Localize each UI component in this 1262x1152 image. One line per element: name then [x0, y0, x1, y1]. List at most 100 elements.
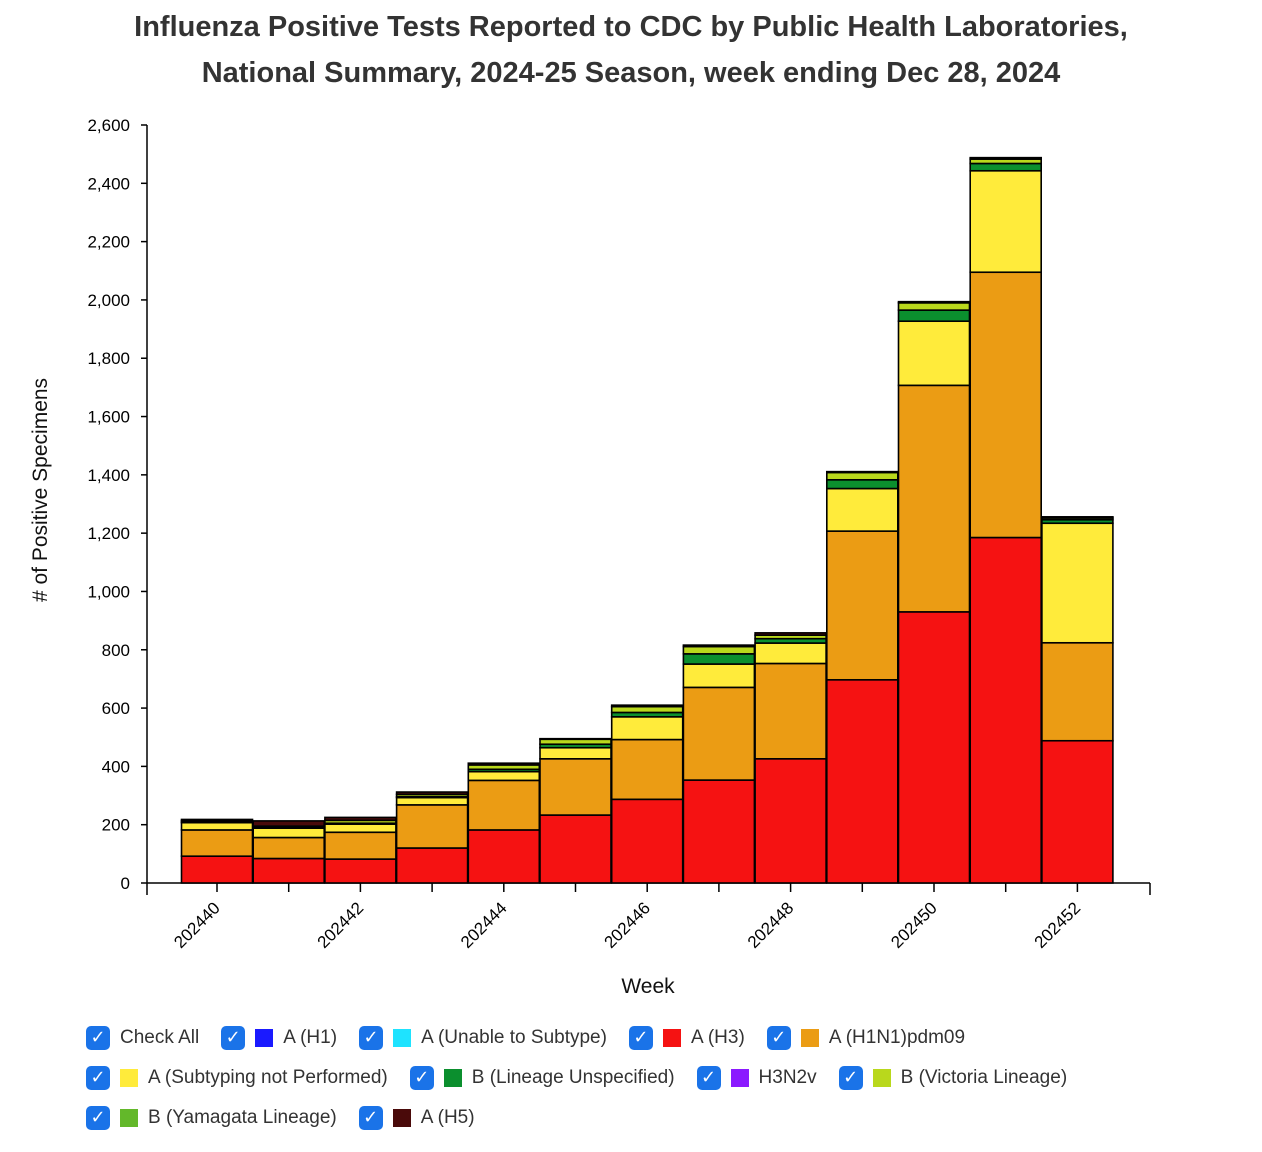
bar-segment-a-h1n1-pdm09[interactable]: [252, 836, 325, 860]
legend-item-h1[interactable]: ✓ A (H1): [221, 1026, 337, 1050]
bar-segment-a-subtyping-not-performed[interactable]: [1041, 522, 1114, 644]
y-tick-label: 2,400: [87, 174, 130, 193]
bar-segment-a-h3[interactable]: [825, 678, 899, 884]
legend-item-pdm09[interactable]: ✓ A (H1N1)pdm09: [766, 1026, 966, 1050]
x-tick-label: 202444: [457, 898, 511, 952]
bar-segment-a-subtyping-not-performed[interactable]: [467, 770, 541, 782]
bar-segment-a-h5[interactable]: [825, 470, 899, 474]
bar-segment-a-h3[interactable]: [539, 814, 612, 884]
legend-swatch-vic: [872, 1069, 891, 1087]
legend-checkbox-unable[interactable]: ✓: [359, 1026, 384, 1050]
x-axis-label: Week: [621, 975, 675, 998]
bar-segment-a-h5[interactable]: [754, 632, 827, 636]
legend-checkbox-yam[interactable]: ✓: [86, 1106, 110, 1130]
bar-segment-a-h3[interactable]: [610, 798, 684, 884]
bar-segment-a-h1n1-pdm09[interactable]: [324, 831, 397, 860]
legend-label: A (H1N1)pdm09: [828, 1027, 966, 1048]
legend-checkbox-h3[interactable]: ✓: [628, 1026, 653, 1050]
bar-segment-b-lineage-unspecified[interactable]: [969, 162, 1043, 172]
legend-label: H3N2v: [758, 1067, 817, 1088]
legend-checkbox-notperf[interactable]: ✓: [86, 1066, 110, 1090]
bar-segment-a-h3[interactable]: [682, 779, 756, 884]
bar-segment-a-h1n1-pdm09[interactable]: [825, 530, 899, 681]
bar-segment-a-h3[interactable]: [252, 857, 325, 884]
bar-segment-a-subtyping-not-performed[interactable]: [897, 320, 971, 387]
bar-segment-b-victoria-lineage[interactable]: [610, 705, 684, 714]
legend-item-vic[interactable]: ✓ B (Victoria Lineage): [838, 1066, 1067, 1090]
legend-checkbox-h3n2v[interactable]: ✓: [696, 1066, 721, 1090]
y-tick-label: 200: [102, 816, 130, 835]
bar-segment-b-lineage-unspecified[interactable]: [897, 309, 971, 323]
legend-checkbox-pdm09[interactable]: ✓: [766, 1026, 791, 1050]
legend-item-unable[interactable]: ✓ A (Unable to Subtype): [359, 1026, 607, 1050]
bar-segment-a-h3[interactable]: [395, 847, 469, 884]
bar-segment-a-h3[interactable]: [969, 536, 1043, 884]
legend-swatch-h1: [255, 1029, 274, 1047]
bar-segment-a-h1n1-pdm09[interactable]: [180, 829, 254, 857]
bar-segment-a-subtyping-not-performed[interactable]: [754, 642, 827, 665]
bar-segment-a-h5[interactable]: [539, 737, 612, 741]
bar-segment-a-subtyping-not-performed[interactable]: [180, 821, 254, 831]
bar-segment-a-h5[interactable]: [467, 762, 541, 766]
bar-segment-a-h1n1-pdm09[interactable]: [897, 384, 971, 613]
legend-item-h5[interactable]: ✓ A (H5): [358, 1106, 475, 1130]
bar-segment-a-subtyping-not-performed[interactable]: [610, 716, 684, 741]
bar-segment-b-lineage-unspecified[interactable]: [682, 653, 756, 665]
bar-segment-a-h5[interactable]: [180, 818, 254, 822]
y-tick-label: 1,800: [87, 349, 130, 368]
bar-segment-a-h3[interactable]: [324, 858, 397, 884]
bar-segment-a-subtyping-not-performed[interactable]: [682, 663, 756, 689]
bar-segment-a-subtyping-not-performed[interactable]: [252, 827, 325, 839]
bar-segment-b-lineage-unspecified[interactable]: [825, 479, 899, 490]
bar-segment-b-victoria-lineage[interactable]: [682, 645, 756, 655]
bar-segment-a-subtyping-not-performed[interactable]: [969, 169, 1043, 274]
bar-segment-a-h1n1-pdm09[interactable]: [969, 271, 1043, 539]
legend-checkbox-h5[interactable]: ✓: [358, 1106, 383, 1130]
bar-segment-a-h1n1-pdm09[interactable]: [395, 804, 469, 849]
legend-swatch-notperf: [120, 1069, 138, 1087]
legend-label: A (H5): [420, 1107, 475, 1128]
legend-checkbox-h1[interactable]: ✓: [221, 1026, 246, 1050]
bar-segment-a-h3[interactable]: [180, 855, 254, 884]
bar-segment-a-h5[interactable]: [1041, 516, 1114, 519]
bar-segment-a-h5[interactable]: [969, 156, 1043, 160]
bar-segment-b-victoria-lineage[interactable]: [825, 471, 899, 481]
bar-segment-a-h5[interactable]: [252, 820, 325, 827]
legend-swatch-yam: [120, 1109, 138, 1127]
bar-segment-a-h3[interactable]: [754, 758, 827, 884]
x-axis: 202440 202442 202444 202446 202448 202450 2024…: [146, 882, 1151, 952]
bar-segment-a-subtyping-not-performed[interactable]: [395, 796, 469, 806]
bar-segment-a-subtyping-not-performed[interactable]: [324, 823, 397, 834]
legend-item-yam[interactable]: ✓ B (Yamagata Lineage): [86, 1106, 337, 1130]
bar-segment-a-h5[interactable]: [324, 816, 397, 822]
legend-item-h3n2v[interactable]: ✓ H3N2v: [696, 1066, 817, 1090]
bar-segment-a-h1n1-pdm09[interactable]: [1041, 641, 1114, 742]
bar-segment-b-victoria-lineage[interactable]: [897, 302, 971, 311]
bar-segment-a-h1n1-pdm09[interactable]: [539, 758, 612, 816]
bar-segment-a-h1n1-pdm09[interactable]: [754, 662, 827, 760]
legend-item-blin[interactable]: ✓ B (Lineage Unspecified): [409, 1066, 675, 1090]
bar-segment-a-h5[interactable]: [610, 704, 684, 708]
bar-segment-a-h5[interactable]: [897, 300, 971, 304]
legend-item-check_all[interactable]: ✓ Check All: [86, 1026, 199, 1050]
legend-checkbox-blin[interactable]: ✓: [409, 1066, 434, 1090]
bar-segment-a-h1n1-pdm09[interactable]: [467, 779, 541, 831]
bar-segment-a-subtyping-not-performed[interactable]: [539, 746, 612, 760]
y-tick-label: 2,000: [87, 291, 130, 310]
legend-swatch-blin: [443, 1069, 462, 1087]
bar-segment-a-h3[interactable]: [1041, 739, 1114, 884]
legend-item-h3[interactable]: ✓ A (H3): [628, 1026, 745, 1050]
bars: [180, 156, 1114, 884]
legend-item-notperf[interactable]: ✓ A (Subtyping not Performed): [86, 1066, 388, 1090]
bar-segment-a-h1n1-pdm09[interactable]: [682, 686, 756, 781]
bar-segment-a-h1n1-pdm09[interactable]: [610, 738, 684, 801]
bar-segment-a-h5[interactable]: [682, 644, 756, 648]
legend-checkbox-check_all[interactable]: ✓: [86, 1026, 110, 1050]
x-tick-label: 202452: [1031, 898, 1085, 952]
bar-segment-a-subtyping-not-performed[interactable]: [825, 487, 899, 532]
bar-segment-a-h5[interactable]: [395, 791, 469, 796]
bar-segment-a-h3[interactable]: [897, 611, 971, 884]
legend-checkbox-vic[interactable]: ✓: [838, 1066, 863, 1090]
bar-segment-a-h3[interactable]: [467, 829, 541, 884]
bar-stack-202445: [539, 737, 612, 884]
